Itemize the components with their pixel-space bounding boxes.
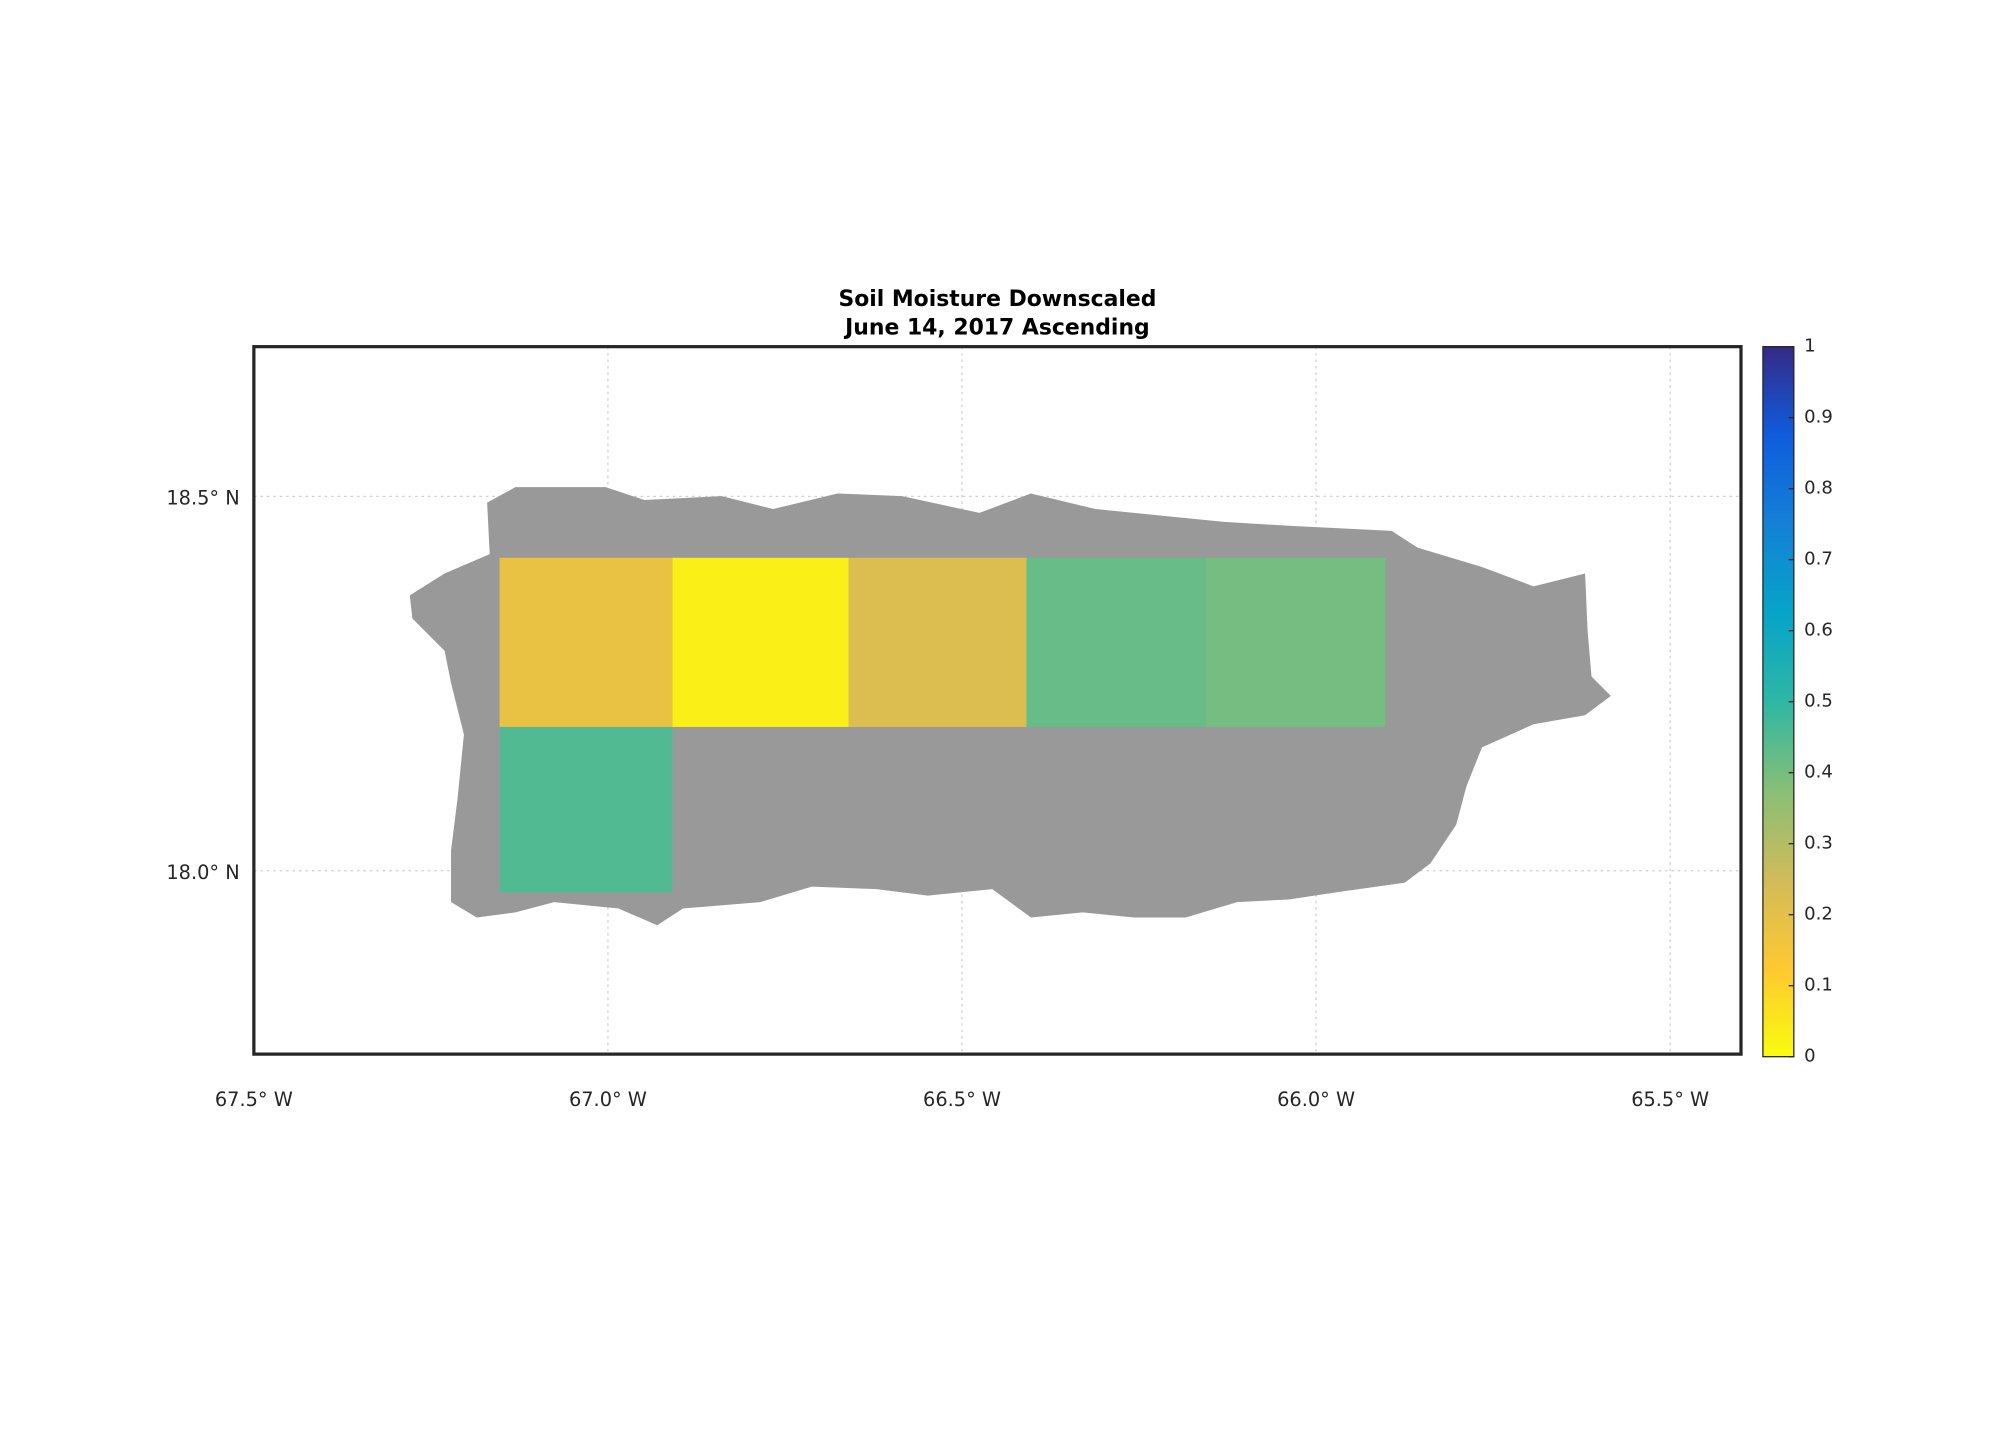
lon-tick-label: 67.0° W [569,1088,647,1111]
soil-moisture-tile [1026,557,1206,727]
colorbar-tick-label: 0.1 [1804,975,1833,996]
lon-tick-label: 65.5° W [1631,1088,1709,1111]
lat-tick-label: 18.5° N [166,486,239,509]
colorbar-tick-label: 0.7 [1804,549,1833,570]
colorbar-tick-label: 0.2 [1804,904,1833,925]
colorbar-tick-label: 0.8 [1804,478,1833,499]
soil-moisture-tile [848,557,1027,727]
colorbar-tick-label: 0.3 [1804,833,1833,854]
lon-tick-label: 66.5° W [923,1088,1001,1111]
lon-tick-label: 67.5° W [215,1088,293,1111]
colorbar-tick-label: 1 [1804,336,1815,357]
colorbar-tick-label: 0.5 [1804,691,1833,712]
soil-moisture-tile [499,726,673,893]
title-line: June 14, 2017 Ascending [843,316,1150,341]
colorbar-tick-label: 0.9 [1804,407,1833,428]
colorbar-tick-label: 0.4 [1804,762,1833,783]
colorbar-tick-label: 0 [1804,1046,1815,1067]
colorbar-tick-label: 0.6 [1804,620,1833,641]
soil-moisture-tile [1205,557,1386,727]
soil-moisture-tile [672,557,849,727]
map-frame [252,345,1743,1056]
lon-tick-label: 66.0° W [1277,1088,1355,1111]
soil-moisture-tile [499,557,673,727]
lat-tick-label: 18.0° N [166,861,239,884]
title-line: Soil Moisture Downscaled [838,287,1156,312]
